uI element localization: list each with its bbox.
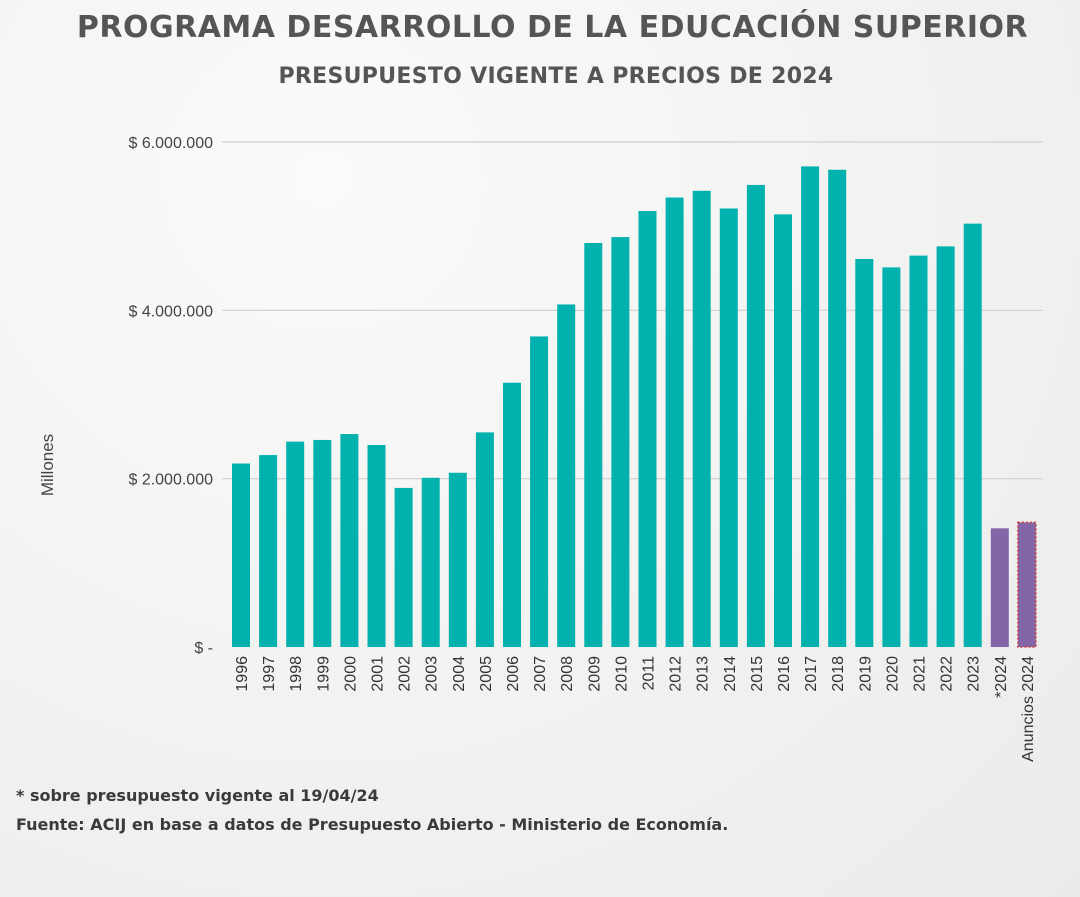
bar-anuncios-2024 [1017,521,1037,648]
bar-2000 [340,434,359,647]
bar-2006 [503,382,521,647]
x-tick-label: 2006 [505,656,522,692]
bar-2005 [475,432,494,647]
x-tick-label: 2019 [857,656,874,692]
x-tick-label: 2002 [397,656,414,692]
bar-1998 [286,441,305,647]
bar-2016 [774,214,792,647]
bar-2014 [719,208,738,647]
x-tick-label: Anuncios 2024 [1020,656,1037,762]
x-tick-label: 2012 [668,656,685,692]
x-tick-label: 2007 [532,656,549,692]
x-tick-label: 2011 [641,656,658,691]
y-axis-tick-labels: $ - $ 2.000.000 $ 4.000.000 $ 6.000.000 [128,135,213,657]
x-tick-label: 2022 [939,656,956,692]
x-tick-label: 2009 [586,656,603,692]
bar-2008 [557,304,576,647]
x-tick-label: 2004 [451,656,468,692]
bar-2001 [367,445,386,647]
y-axis-label: Millones [38,434,57,496]
bar-2018 [828,169,847,647]
y-tick-label: $ 6.000.000 [128,135,213,152]
bar-2023 [963,223,982,647]
x-tick-label: 1998 [288,656,305,692]
bar-1996 [232,463,250,647]
bar-2009 [584,243,603,647]
x-tick-label: 2020 [884,656,901,692]
x-tick-label: *2024 [993,656,1010,698]
chart-subtitle: PRESUPUESTO VIGENTE A PRECIOS DE 2024 [278,64,834,89]
footnote: * sobre presupuesto vigente al 19/04/24 [16,786,379,805]
y-tick-label: $ 4.000.000 [128,303,213,320]
bar-2019 [855,258,874,647]
bar-2015 [746,184,765,648]
y-tick-label: $ - [194,640,213,657]
bars [232,166,1037,648]
x-tick-label: 2001 [370,656,387,692]
bar-2024 [990,528,1009,647]
x-tick-label: 2013 [695,656,712,692]
bar-2021 [909,255,928,647]
x-tick-label: 2021 [912,656,929,692]
bar-2013 [692,190,711,648]
x-tick-label: 2003 [424,656,441,692]
bar-2007 [530,336,549,647]
y-tick-label: $ 2.000.000 [128,472,213,489]
x-tick-label: 1997 [261,656,278,692]
bar-1999 [313,439,332,647]
x-tick-label: 2000 [342,656,359,692]
bar-2011 [638,211,657,647]
chart-title: PROGRAMA DESARROLLO DE LA EDUCACIÓN SUPE… [76,10,1029,45]
bar-2010 [611,237,630,647]
x-tick-label: 1999 [315,656,332,692]
x-tick-label: 2010 [613,656,630,692]
bar-2017 [801,166,820,648]
x-tick-label: 1996 [234,656,251,692]
x-tick-label: 2016 [776,656,793,692]
gridlines [222,141,1043,480]
bar-2022 [936,246,955,647]
x-axis-tick-labels: 1996 1997 1998 1999 2000 2001 2002 2003 2004 2005… [234,656,1037,762]
x-tick-label: 2017 [803,656,820,692]
bar-2020 [882,267,901,647]
bar-2002 [394,487,413,647]
bar-2012 [665,197,684,648]
bar-2003 [421,477,440,647]
x-tick-label: 2018 [830,656,847,692]
bar-1997 [259,455,278,647]
x-tick-label: 2008 [559,656,576,692]
x-tick-label: 2005 [478,656,495,692]
source-note: Fuente: ACIJ en base a datos de Presupue… [16,815,729,834]
bar-2004 [448,472,467,647]
x-tick-label: 2015 [749,656,766,692]
x-tick-label: 2023 [966,656,983,692]
x-tick-label: 2014 [722,656,739,692]
